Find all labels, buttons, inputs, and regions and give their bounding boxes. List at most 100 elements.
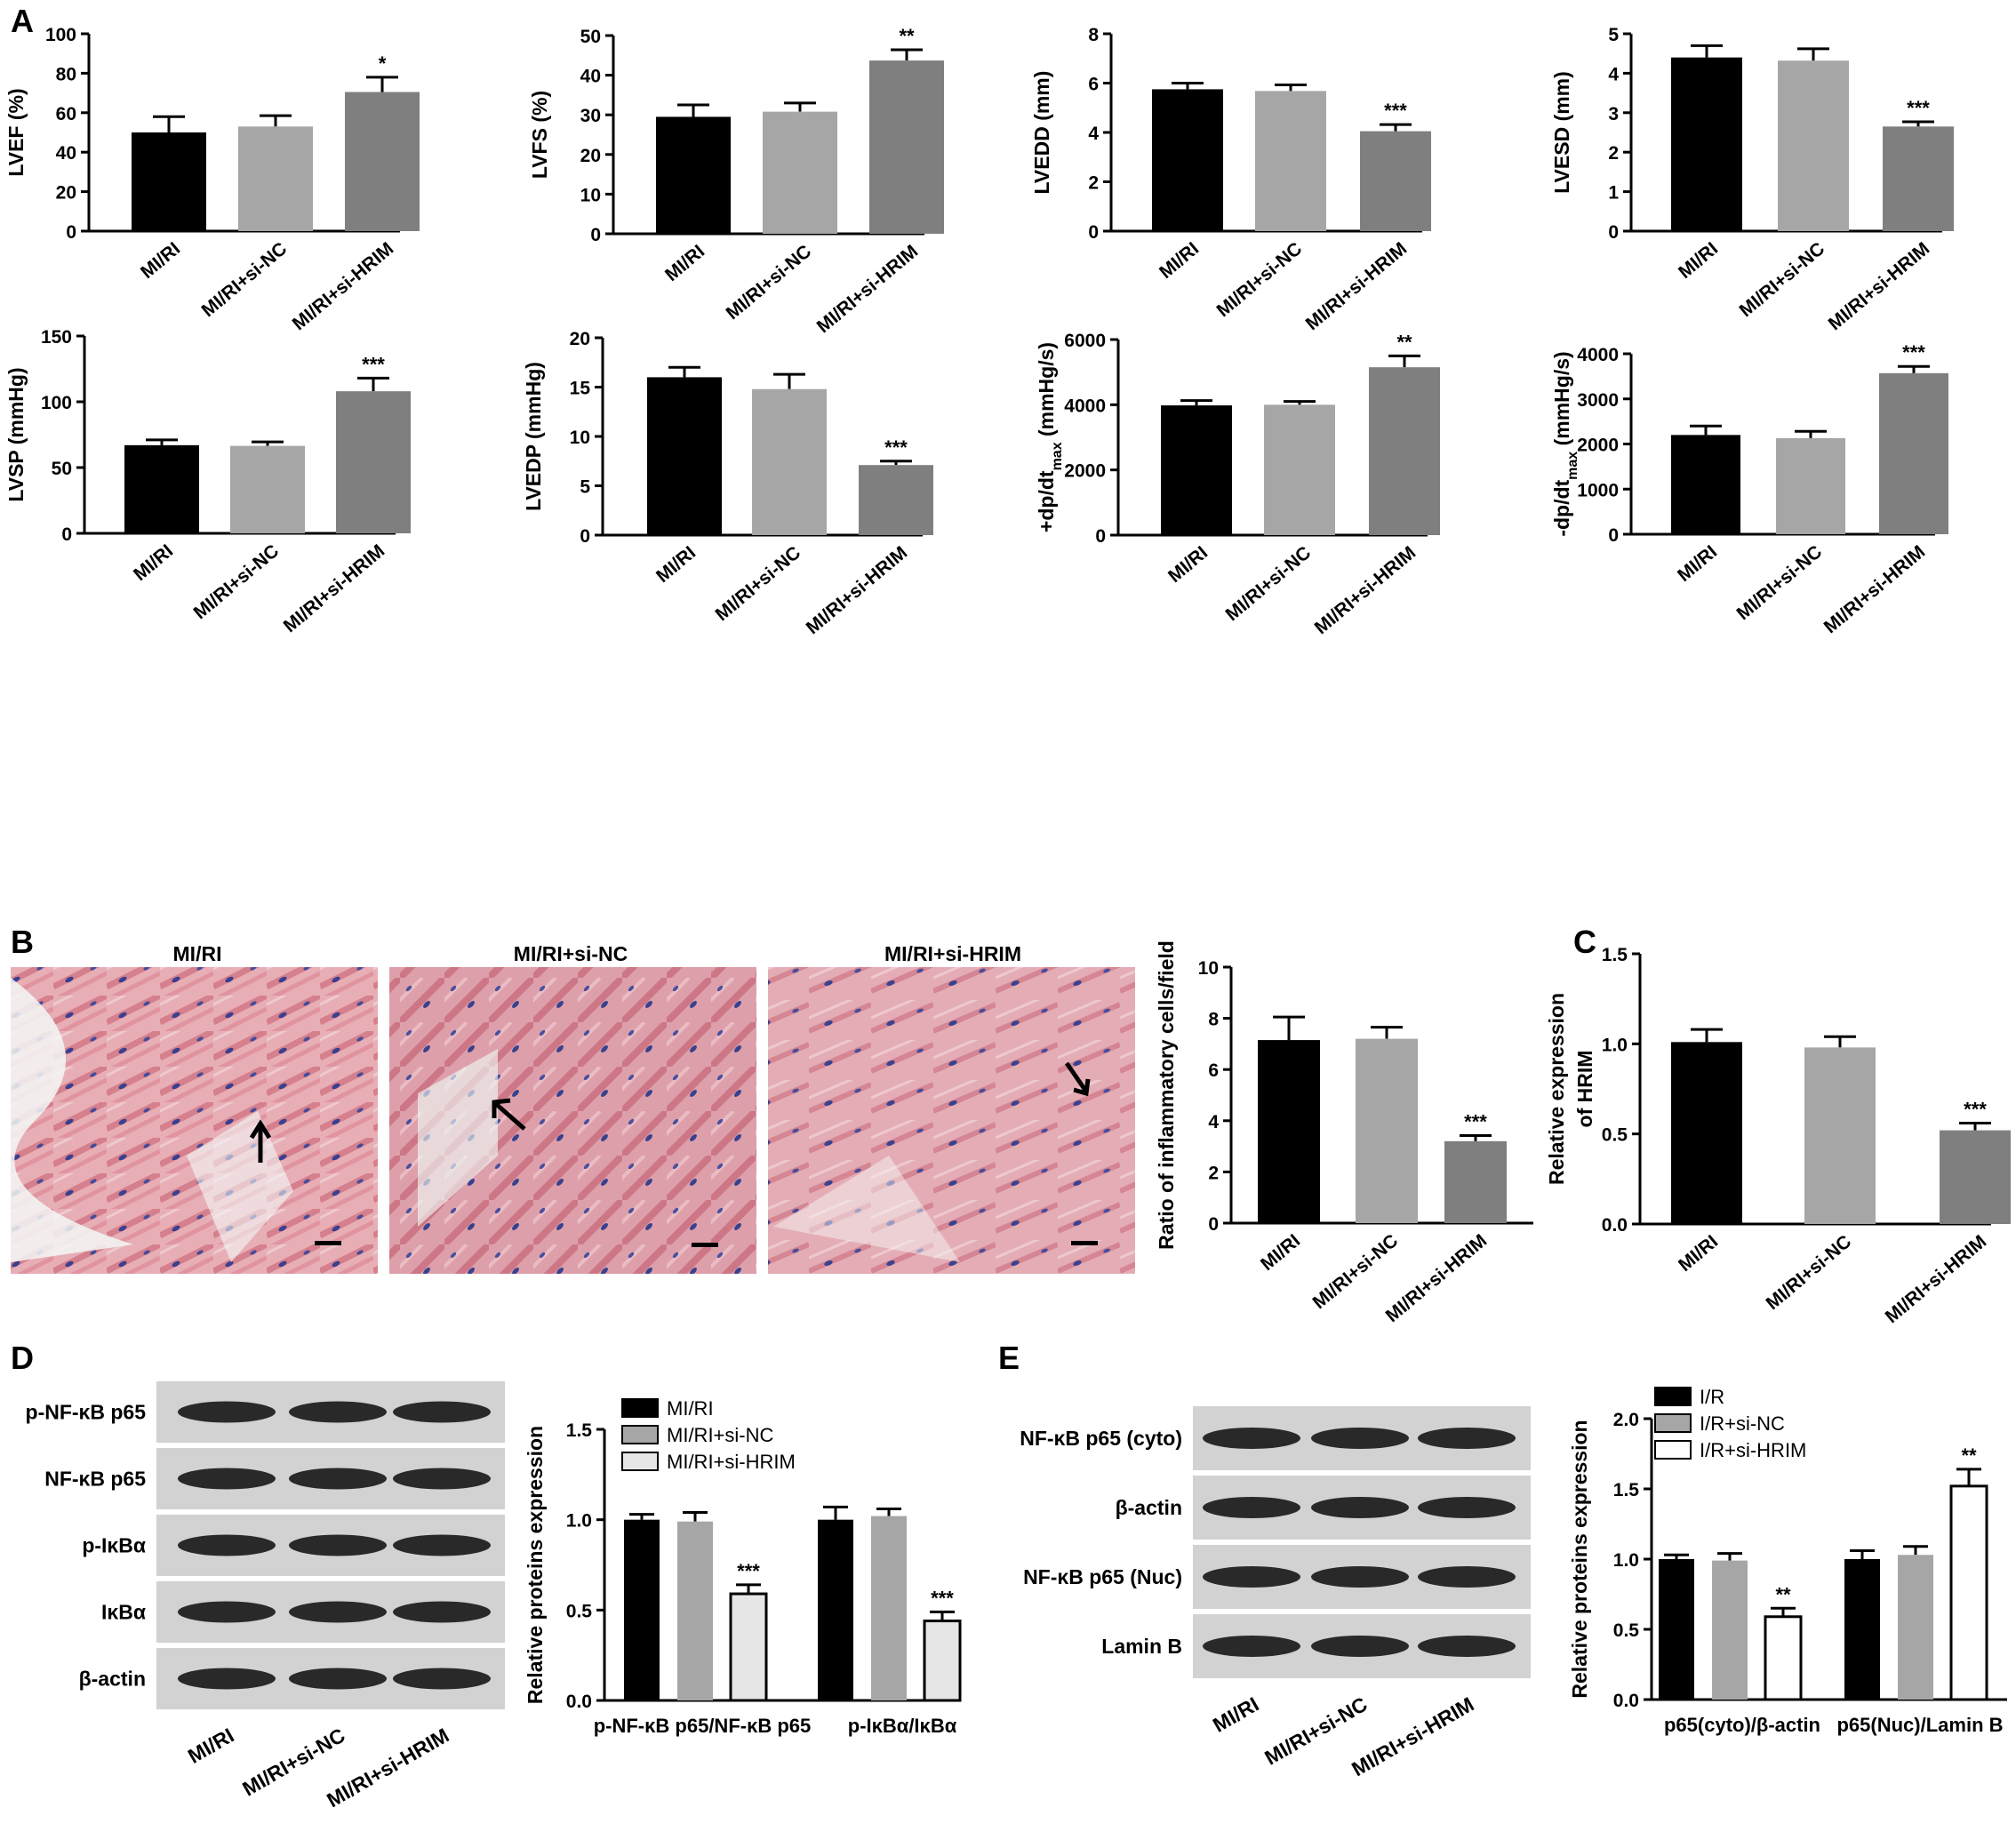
blot-band — [393, 1534, 491, 1556]
y-tick-label: 100 — [41, 393, 72, 413]
blot-band — [1311, 1566, 1409, 1588]
significance-label: *** — [1907, 97, 1930, 119]
bar — [1712, 1560, 1748, 1700]
bar — [1764, 1615, 1803, 1701]
y-axis-label: LVEDP (mmHg) — [522, 362, 545, 511]
significance-label: ** — [1775, 1583, 1791, 1605]
bar — [1152, 89, 1223, 231]
y-tick-label: 0 — [66, 222, 76, 243]
blot-row-label: NF-κB p65 — [44, 1468, 146, 1491]
blot-band — [1418, 1428, 1516, 1449]
y-tick-label: 0 — [1208, 1214, 1219, 1235]
y-tick-label: 0.5 — [1613, 1620, 1640, 1641]
x-tick-label: MI/RI — [1257, 1230, 1304, 1275]
panel-label-c: C — [1573, 924, 1596, 960]
y-axis-label: -dp/dtmax (mmHg/s) — [1550, 351, 1580, 536]
y-tick-label: 1000 — [1577, 480, 1619, 500]
bar — [1883, 126, 1954, 231]
x-tick-label: MI/RI+si-HRIM — [1311, 542, 1420, 638]
blot-band — [393, 1468, 491, 1490]
significance-label: ** — [899, 25, 915, 47]
chart-lvfs: 0 10 20 30 40 50 LVFS (%) MI/RI MI/RI+si-NC ** MI/… — [528, 25, 944, 337]
x-category-label: p-NF-κB p65/NF-κB p65 — [594, 1715, 812, 1737]
chart-hrim-expression: 0.0 0.5 1.0 1.5 Relative expression of HRIM MI… — [1545, 945, 2011, 1327]
scale-bar-2 — [692, 1243, 718, 1247]
x-tick-label: MI/RI+si-NC — [1309, 1230, 1403, 1313]
chart-inflammatory-cells: 0 2 4 6 8 10 Ratio of inflammatory cells/field… — [1155, 940, 1533, 1326]
x-tick-label: MI/RI+si-HRIM — [803, 542, 911, 638]
bar — [1879, 372, 1948, 534]
x-tick-label: MI/RI+si-HRIM — [1825, 238, 1933, 334]
x-tick-label: MI/RI+si-HRIM — [1302, 238, 1411, 334]
y-axis-label: LVSP (mmHg) — [4, 367, 28, 501]
chart-lvsp: 0 50 100 150 LVSP (mmHg) MI/RI MI/RI+si-NC *** M… — [4, 327, 411, 636]
blot-row-label: p-IκBα — [82, 1534, 146, 1557]
blot-band — [1203, 1428, 1300, 1449]
y-tick-label: 0.5 — [566, 1601, 593, 1621]
blot-band — [289, 1668, 387, 1690]
bar — [1671, 435, 1740, 534]
y-tick-label: 0 — [1608, 525, 1619, 546]
x-tick-label: MI/RI+si-NC — [198, 238, 292, 321]
y-tick-label: 8 — [1208, 1010, 1219, 1030]
legend-label: MI/RI+si-HRIM — [667, 1451, 796, 1473]
blot-band — [178, 1601, 276, 1623]
significance-label: ** — [1396, 331, 1412, 353]
bar — [1804, 1047, 1876, 1224]
chart-dpdt-neg: 0 1000 2000 3000 4000-dp/dtmax (mmHg/s) MI/RI… — [1550, 341, 1948, 637]
y-tick-label: 15 — [570, 379, 591, 399]
y-tick-label: 2000 — [1064, 461, 1106, 482]
blot-band — [178, 1468, 276, 1490]
significance-label: *** — [737, 1560, 760, 1582]
x-tick-label: MI/RI+si-NC — [1733, 541, 1827, 624]
y-axis-label: Ratio of inflammatory cells/field — [1155, 940, 1178, 1250]
x-category-label: p65(cyto)/β-actin — [1664, 1714, 1820, 1736]
y-tick-label: 20 — [580, 146, 601, 166]
histology-arrow-1 — [249, 1119, 272, 1163]
bar — [677, 1521, 713, 1700]
bar — [238, 126, 313, 231]
y-tick-label: 2000 — [1577, 436, 1619, 456]
x-tick-label: MI/RI+si-HRIM — [1882, 1231, 1990, 1327]
bar — [1898, 1555, 1933, 1700]
x-tick-label: MI/RI+si-HRIM — [1820, 541, 1929, 637]
y-tick-label: 100 — [45, 25, 76, 45]
x-tick-label: MI/RI — [1675, 238, 1722, 283]
chart-protein-expression-d: 0.0 0.5 1.0 1.5 Relative proteins expression… — [524, 1397, 962, 1737]
bar — [1949, 1484, 1988, 1701]
bar — [923, 1620, 962, 1702]
blot-band — [1311, 1636, 1409, 1657]
western-blot-d: p-NF-κB p65 NF-κB p65 p-IκBα IκBα β-actin MI/… — [26, 1381, 505, 1812]
bar — [1264, 404, 1335, 535]
blot-band — [289, 1534, 387, 1556]
bar — [124, 444, 199, 533]
y-tick-label: 0.5 — [1602, 1125, 1628, 1146]
blot-band — [393, 1668, 491, 1690]
y-tick-label: 40 — [56, 143, 76, 164]
y-axis-label: Relative proteins expression — [1568, 1420, 1591, 1698]
blot-band — [289, 1601, 387, 1623]
bar — [336, 391, 411, 533]
significance-label: *** — [362, 353, 385, 375]
y-tick-label: 4000 — [1577, 345, 1619, 365]
chart-lvedd: 0 2 4 6 8 LVEDD (mm) MI/RI MI/RI+si-NC *** MI/RI+… — [1030, 25, 1431, 334]
y-axis-label: LVESD (mm) — [1550, 71, 1573, 194]
x-tick-label: MI/RI — [652, 542, 700, 587]
y-tick-label: 10 — [580, 185, 601, 205]
blot-band — [393, 1601, 491, 1623]
x-tick-label: MI/RI+si-HRIM — [813, 241, 922, 337]
x-tick-label: MI/RI+si-HRIM — [289, 238, 397, 334]
x-tick-label: MI/RI — [661, 241, 708, 285]
y-tick-label: 4000 — [1064, 396, 1106, 416]
blot-band — [1203, 1497, 1300, 1518]
y-tick-label: 2 — [1608, 143, 1619, 164]
blot-band — [1311, 1497, 1409, 1518]
x-tick-label: MI/RI — [1164, 542, 1212, 587]
blot-band — [1203, 1636, 1300, 1657]
y-tick-label: 0.0 — [1613, 1691, 1639, 1711]
y-tick-label: 60 — [56, 104, 76, 124]
blot-row-label: p-NF-κB p65 — [26, 1401, 147, 1424]
y-tick-label: 0 — [580, 526, 590, 547]
y-axis-label: +dp/dtmax (mmHg/s) — [1035, 342, 1065, 532]
